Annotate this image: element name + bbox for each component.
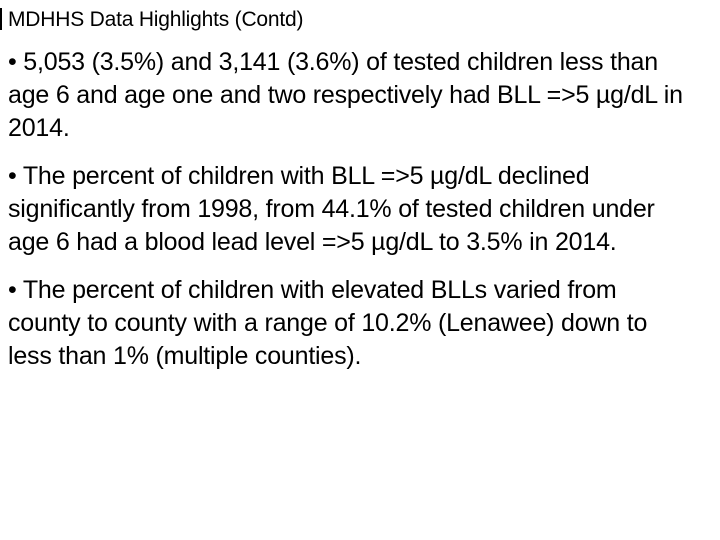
left-edge-artifact <box>0 8 2 30</box>
slide-body: • 5,053 (3.5%) and 3,141 (3.6%) of teste… <box>8 46 714 388</box>
slide-title: MDHHS Data Highlights (Contd) <box>8 8 304 31</box>
bullet-paragraph: • 5,053 (3.5%) and 3,141 (3.6%) of teste… <box>8 46 714 145</box>
bullet-paragraph: • The percent of children with elevated … <box>8 274 714 373</box>
bullet-paragraph: • The percent of children with BLL =>5 µ… <box>8 160 714 259</box>
bullet-line: significantly from 1998, from 44.1% of t… <box>8 195 655 223</box>
bullet-line: 2014. <box>8 114 70 142</box>
bullet-line: • 5,053 (3.5%) and 3,141 (3.6%) of teste… <box>8 48 658 76</box>
bullet-line: less than 1% (multiple counties). <box>8 342 362 370</box>
bullet-line: • The percent of children with BLL =>5 µ… <box>8 162 590 190</box>
bullet-line: age 6 had a blood lead level =>5 µg/dL t… <box>8 228 617 256</box>
bullet-line: county to county with a range of 10.2% (… <box>8 309 648 337</box>
bullet-line: • The percent of children with elevated … <box>8 276 617 304</box>
bullet-line: age 6 and age one and two respectively h… <box>8 81 683 109</box>
